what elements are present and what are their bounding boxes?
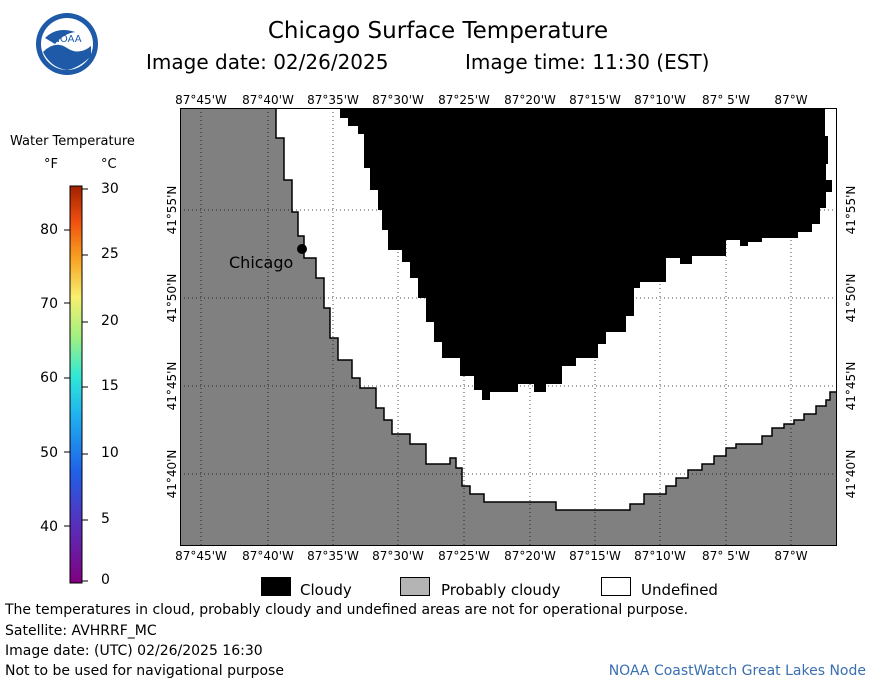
tick-c-25: 25 bbox=[101, 246, 119, 262]
legend-title: Water Temperature bbox=[10, 134, 135, 149]
cloudy-swatch bbox=[261, 577, 291, 596]
lon-label-bottom: 87°W bbox=[774, 549, 808, 563]
lat-label-left: 41°50'N bbox=[165, 273, 179, 323]
lon-label-top: 87°30'W bbox=[372, 93, 424, 107]
tick-c-0: 0 bbox=[101, 572, 110, 588]
lon-label-bottom: 87°45'W bbox=[175, 549, 227, 563]
utc-date-text: Image date: (UTC) 02/26/2025 16:30 bbox=[5, 643, 263, 659]
tick-f-70: 70 bbox=[40, 296, 58, 312]
chicago-label: Chicago bbox=[229, 253, 294, 272]
cloudy-label: Cloudy bbox=[300, 581, 352, 599]
cloudy-area bbox=[340, 108, 832, 400]
noaa-logo-text: NOAA bbox=[52, 34, 81, 45]
temperature-colorbar bbox=[64, 185, 88, 584]
tick-f-80: 80 bbox=[40, 222, 58, 238]
probably-cloudy-label: Probably cloudy bbox=[441, 581, 561, 599]
surface-temperature-map bbox=[180, 108, 837, 546]
lon-label-top: 87°25'W bbox=[438, 93, 490, 107]
lat-label-left: 41°45'N bbox=[165, 361, 179, 411]
lon-label-top: 87°20'W bbox=[504, 93, 556, 107]
tick-f-40: 40 bbox=[40, 519, 58, 535]
undefined-swatch bbox=[601, 577, 631, 596]
tick-c-30: 30 bbox=[101, 181, 119, 197]
tick-c-5: 5 bbox=[101, 511, 110, 527]
lon-label-bottom: 87° 5'W bbox=[702, 549, 750, 563]
lon-label-bottom: 87°25'W bbox=[438, 549, 490, 563]
tick-f-50: 50 bbox=[40, 445, 58, 461]
lon-label-top: 87° 5'W bbox=[702, 93, 750, 107]
tick-c-20: 20 bbox=[101, 313, 119, 329]
image-time: Image time: 11:30 (EST) bbox=[465, 50, 710, 74]
navigation-note: Not to be used for navigational purpose bbox=[5, 663, 284, 679]
lon-label-bottom: 87°15'W bbox=[569, 549, 621, 563]
tick-f-60: 60 bbox=[40, 370, 58, 386]
page-title: Chicago Surface Temperature bbox=[267, 18, 609, 44]
credit-text: NOAA CoastWatch Great Lakes Node bbox=[608, 663, 866, 679]
land-area bbox=[180, 108, 837, 546]
disclaimer-text: The temperatures in cloud, probably clou… bbox=[5, 602, 689, 618]
lat-label-right: 41°40'N bbox=[844, 449, 858, 499]
tick-c-10: 10 bbox=[101, 445, 119, 461]
chicago-marker bbox=[297, 244, 307, 254]
lat-label-left: 41°55'N bbox=[165, 185, 179, 235]
lon-label-top: 87°15'W bbox=[569, 93, 621, 107]
lon-label-bottom: 87°30'W bbox=[372, 549, 424, 563]
legend-unit-f: °F bbox=[44, 157, 58, 172]
lat-label-right: 41°55'N bbox=[844, 185, 858, 235]
image-date: Image date: 02/26/2025 bbox=[146, 50, 389, 74]
lon-label-top: 87°10'W bbox=[634, 93, 686, 107]
satellite-text: Satellite: AVHRRF_MC bbox=[5, 623, 157, 639]
legend-unit-c: °C bbox=[101, 157, 117, 172]
lat-label-right: 41°50'N bbox=[844, 273, 858, 323]
lon-label-bottom: 87°40'W bbox=[242, 549, 294, 563]
probably-cloudy-swatch bbox=[400, 577, 430, 596]
noaa-logo: NOAA bbox=[36, 13, 98, 75]
tick-c-15: 15 bbox=[101, 378, 119, 394]
lon-label-top: 87°45'W bbox=[175, 93, 227, 107]
lat-label-right: 41°45'N bbox=[844, 361, 858, 411]
undefined-label: Undefined bbox=[641, 581, 718, 599]
lon-label-bottom: 87°35'W bbox=[307, 549, 359, 563]
lon-label-top: 87°40'W bbox=[242, 93, 294, 107]
lon-label-top: 87°W bbox=[774, 93, 808, 107]
lon-label-bottom: 87°20'W bbox=[504, 549, 556, 563]
lon-label-top: 87°35'W bbox=[307, 93, 359, 107]
lat-label-left: 41°40'N bbox=[165, 449, 179, 499]
lon-label-bottom: 87°10'W bbox=[634, 549, 686, 563]
